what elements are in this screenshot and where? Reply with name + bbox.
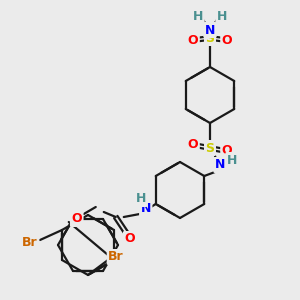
Text: O: O (222, 145, 232, 158)
Text: O: O (71, 212, 82, 226)
Text: O: O (124, 232, 135, 245)
Text: S: S (206, 142, 214, 154)
Text: H: H (193, 10, 203, 22)
Text: O: O (222, 34, 232, 46)
Text: H: H (217, 10, 227, 22)
Text: O: O (188, 34, 198, 46)
Text: O: O (188, 139, 198, 152)
Text: H: H (227, 154, 237, 166)
Text: N: N (205, 23, 215, 37)
Text: Br: Br (108, 250, 124, 263)
Text: N: N (141, 202, 151, 215)
Text: N: N (215, 158, 225, 172)
Text: H: H (136, 193, 146, 206)
Text: S: S (206, 32, 214, 44)
Text: Br: Br (22, 236, 38, 250)
